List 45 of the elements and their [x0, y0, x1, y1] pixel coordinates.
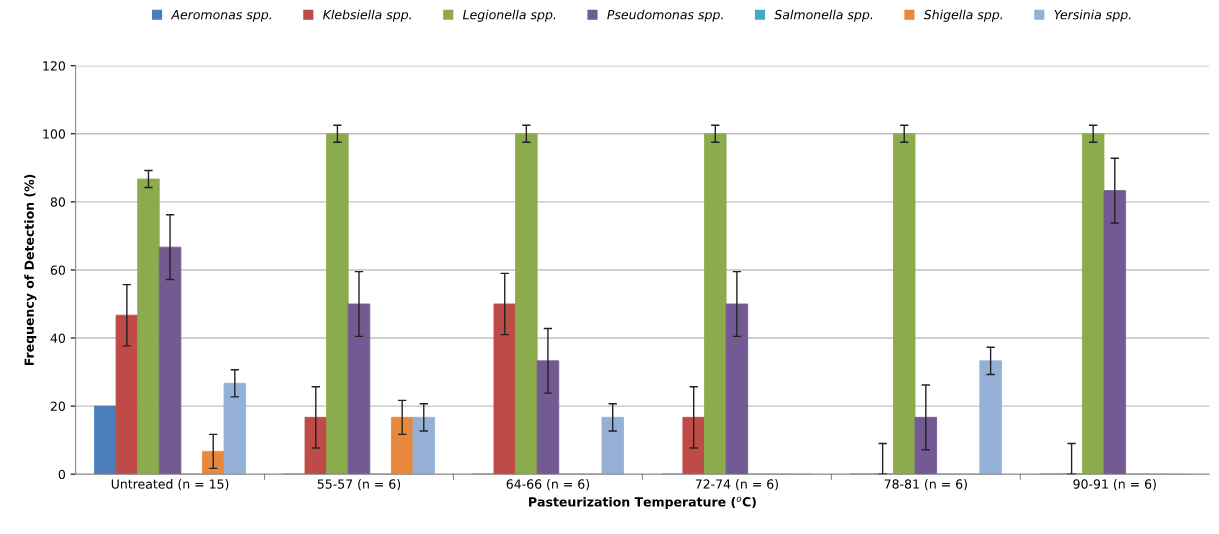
x-tick-label: 78-81 (n = 6) [884, 479, 967, 491]
y-tick-label: 100 [43, 129, 66, 139]
bar [515, 133, 538, 475]
x-tick-label: 90-91 (n = 6) [1073, 479, 1156, 491]
x-tick-label: 64-66 (n = 6) [506, 479, 590, 491]
y-axis-title: Frequency of Detection (%) [24, 174, 37, 366]
bar [304, 416, 328, 475]
bar [115, 314, 139, 475]
bar [158, 246, 182, 475]
y-tick-label: 60 [50, 265, 66, 275]
bar [94, 405, 117, 475]
x-tick-label: 55-57 (n = 6) [317, 479, 401, 491]
bar [1081, 133, 1105, 475]
legend-label: Pseudomonas spp. [607, 9, 723, 22]
y-tick-label: 20 [50, 401, 66, 412]
x-tick-label: Untreated (n = 15) [111, 479, 229, 491]
bar [1103, 190, 1126, 475]
bar [493, 303, 516, 475]
bar [223, 382, 247, 475]
bar [412, 416, 435, 475]
legend-label: Shigella spp. [923, 9, 1003, 22]
bar [601, 416, 624, 475]
bar [725, 303, 749, 475]
bar [202, 450, 225, 475]
y-tick-label: 80 [50, 197, 66, 207]
bar [893, 133, 916, 475]
bar [137, 178, 160, 475]
legend-label: Aeromonas spp. [170, 10, 272, 22]
bar [682, 416, 705, 475]
bar [914, 416, 938, 475]
bar [326, 133, 349, 475]
legend-label: Legionella spp. [462, 9, 556, 22]
legend-label: Klebsiella spp. [323, 9, 411, 22]
x-axis-title: Pasteurization Temperature ($^{o}$C) [529, 496, 756, 509]
bar [979, 360, 1002, 475]
bar [536, 360, 560, 475]
legend-label: Salmonella spp. [774, 9, 873, 22]
bar [704, 133, 727, 475]
bar [390, 416, 414, 475]
y-tick-label: 120 [43, 61, 66, 71]
legend-label: Yersinia spp. [1054, 9, 1131, 22]
y-tick-label: 40 [50, 333, 66, 343]
y-tick-label: 0 [58, 469, 66, 480]
bar [347, 303, 371, 475]
x-tick-label: 72-74 (n = 6) [695, 479, 778, 491]
